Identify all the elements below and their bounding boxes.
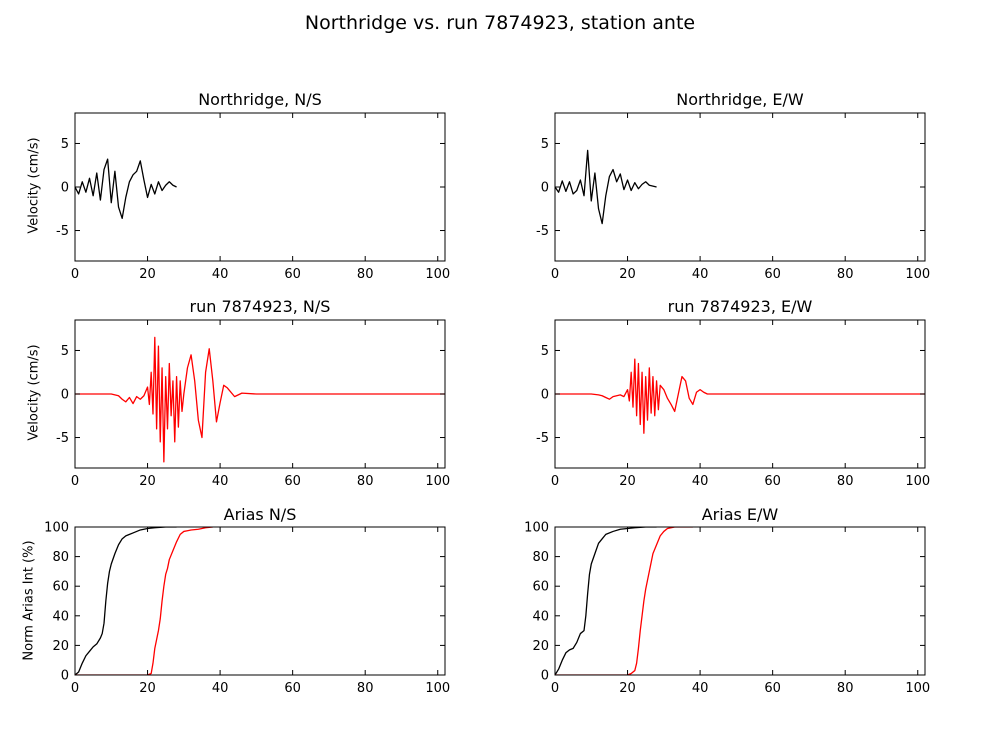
x-tick-label-p5-20: 20 [139,681,156,696]
axes-frame-p2 [554,112,926,262]
y-tick-label-p4--5: -5 [536,431,549,446]
y-tick-label-p6-0: 0 [541,669,549,684]
x-tick-label-p3-0: 0 [71,474,79,489]
x-tick-label-p6-0: 0 [551,681,559,696]
x-tick-label-p5-0: 0 [71,681,79,696]
axes-p1: 0 20 40 60 80 100 -5 0 5 [56,112,450,282]
subplot-title-arias-ew: Arias E/W [701,505,779,524]
x-tick-label-p6-80: 80 [837,681,854,696]
x-tick-label-p1-100: 100 [425,267,450,282]
subplot-title-run-ew: run 7874923, E/W [667,297,813,316]
y-tick-label-p1-5: 5 [61,137,69,152]
y-tick-label-p1--5: -5 [56,224,69,239]
y-tick-label-p5-0: 0 [61,669,69,684]
x-tick-label-p2-100: 100 [905,267,930,282]
y-tick-label-p6-80: 80 [532,550,549,565]
y-axis-label-velocity-middle: Velocity (cm/s) [26,344,42,441]
series-line-p6-0 [555,527,657,675]
series-line-p6-1 [555,527,693,675]
y-tick-label-p4-5: 5 [541,344,549,359]
figure-title: Northridge vs. run 7874923, station ante [304,12,696,34]
y-tick-label-p1-0: 0 [61,181,69,196]
x-tick-label-p5-100: 100 [425,681,450,696]
y-tick-label-p5-20: 20 [52,639,69,654]
x-tick-label-p6-20: 20 [619,681,636,696]
y-tick-label-p6-40: 40 [532,609,549,624]
x-tick-label-p4-80: 80 [837,474,854,489]
x-tick-label-p4-40: 40 [692,474,709,489]
x-tick-label-p2-80: 80 [837,267,854,282]
y-tick-label-p3-0: 0 [61,388,69,403]
x-tick-label-p3-80: 80 [357,474,374,489]
x-tick-label-p5-80: 80 [357,681,374,696]
x-tick-label-p2-40: 40 [692,267,709,282]
series-line-p5-0 [75,527,177,675]
y-tick-label-p3--5: -5 [56,431,69,446]
y-axis-label-velocity-top: Velocity (cm/s) [26,137,42,234]
y-tick-label-p6-20: 20 [532,639,549,654]
y-tick-label-p5-40: 40 [52,609,69,624]
subplot-title-run-ns: run 7874923, N/S [189,297,331,316]
y-tick-label-p5-80: 80 [52,550,69,565]
axes-p3: 0 20 40 60 80 100 -5 0 5 [56,319,450,489]
subplot-title-northridge-ns: Northridge, N/S [198,90,322,109]
y-axis-label-arias: Norm Arias Int (%) [21,540,37,661]
x-tick-label-p6-100: 100 [905,681,930,696]
x-tick-label-p1-40: 40 [212,267,229,282]
axes-p4: 0 20 40 60 80 100 -5 0 5 [536,319,930,489]
series-line-p1-0 [75,158,177,219]
x-tick-label-p4-100: 100 [905,474,930,489]
x-tick-label-p6-40: 40 [692,681,709,696]
y-tick-label-p6-100: 100 [524,521,549,536]
axes-frame-p5 [74,526,446,676]
axes-p5: 0 20 40 60 80 100 0 20 40 60 80 100 [44,521,450,697]
x-tick-label-p3-40: 40 [212,474,229,489]
x-tick-label-p2-0: 0 [551,267,559,282]
x-tick-label-p1-60: 60 [284,267,301,282]
x-tick-label-p4-20: 20 [619,474,636,489]
y-tick-label-p5-60: 60 [52,580,69,595]
subplot-title-northridge-ew: Northridge, E/W [676,90,804,109]
x-tick-label-p5-60: 60 [284,681,301,696]
x-tick-label-p4-0: 0 [551,474,559,489]
axes-frame-p6 [554,526,926,676]
x-tick-label-p2-60: 60 [764,267,781,282]
x-tick-label-p2-20: 20 [619,267,636,282]
axes-p2: 0 20 40 60 80 100 -5 0 5 [536,112,930,282]
x-tick-label-p3-20: 20 [139,474,156,489]
x-tick-label-p6-60: 60 [764,681,781,696]
x-tick-label-p3-100: 100 [425,474,450,489]
subplot-title-arias-ns: Arias N/S [223,505,297,524]
y-tick-label-p4-0: 0 [541,388,549,403]
y-tick-label-p3-5: 5 [61,344,69,359]
x-tick-label-p1-0: 0 [71,267,79,282]
x-tick-label-p1-20: 20 [139,267,156,282]
series-line-p4-0 [555,358,925,434]
x-tick-label-p5-40: 40 [212,681,229,696]
series-line-p2-0 [555,149,657,225]
x-tick-label-p3-60: 60 [284,474,301,489]
y-tick-label-p2-5: 5 [541,137,549,152]
y-tick-label-p5-100: 100 [44,521,69,536]
axes-frame-p1 [74,112,446,262]
x-tick-label-p1-80: 80 [357,267,374,282]
y-tick-label-p2-0: 0 [541,181,549,196]
x-tick-label-p4-60: 60 [764,474,781,489]
y-tick-label-p2--5: -5 [536,224,549,239]
axes-p6: 0 20 40 60 80 100 0 20 40 60 80 100 [524,521,930,697]
series-line-p3-0 [75,336,445,463]
series-line-p5-1 [75,527,213,675]
y-tick-label-p6-60: 60 [532,580,549,595]
